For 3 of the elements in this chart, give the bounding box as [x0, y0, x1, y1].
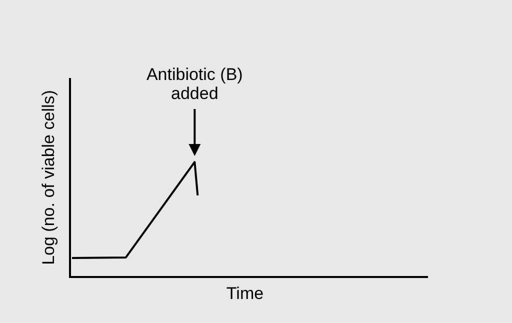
y-axis-title: Log (no. of viable cells)	[39, 90, 58, 265]
text: Antibiotic (B) added	[146, 65, 243, 103]
x-axis-title: Time	[226, 284, 264, 303]
